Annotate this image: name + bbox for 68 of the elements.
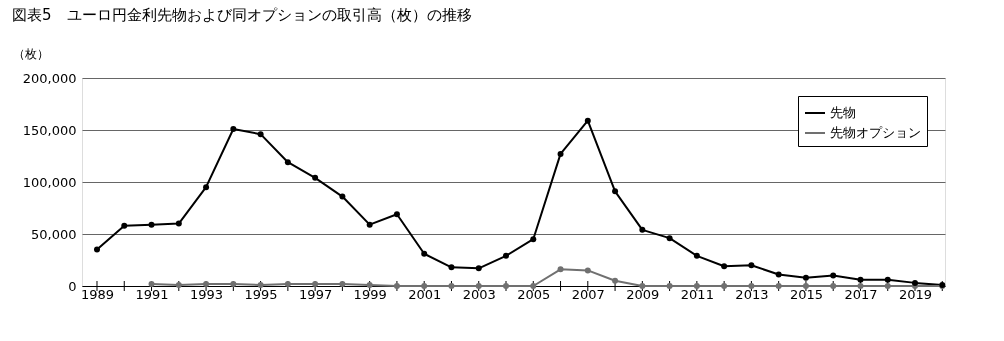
x-tick-label: 2019 (898, 286, 933, 302)
legend-label: 先物 (830, 105, 856, 120)
point (475, 265, 482, 272)
point (666, 235, 673, 242)
x-tick-label: 2009 (626, 286, 660, 302)
x-tick-label: 1993 (190, 286, 224, 302)
x-tick-label: 1997 (299, 286, 333, 302)
point (503, 252, 509, 259)
point (557, 266, 564, 273)
point (857, 276, 864, 283)
point (912, 279, 919, 286)
point (339, 280, 346, 287)
point (230, 125, 237, 132)
point (721, 263, 728, 270)
point (230, 280, 237, 287)
y-tick-label: 100,000 (22, 174, 77, 190)
point (612, 188, 619, 195)
point (639, 226, 646, 233)
point (366, 281, 373, 288)
point (175, 220, 182, 227)
point (148, 280, 155, 287)
point (775, 271, 782, 278)
y-tick-label: 150,000 (22, 122, 77, 138)
point (530, 236, 537, 243)
point (366, 221, 373, 228)
y-tick-label: 200,000 (22, 70, 77, 86)
x-tick-label: 1999 (353, 286, 387, 302)
x-tick-label: 2013 (735, 286, 769, 302)
point (884, 276, 891, 283)
x-tick-label: 2011 (680, 286, 714, 302)
y-axis-title: （枚） (12, 46, 49, 61)
point (339, 193, 346, 200)
x-tick-label: 2005 (517, 286, 551, 302)
point (748, 262, 755, 269)
legend-label: 先物オプション (830, 125, 921, 140)
point (830, 272, 837, 279)
point (121, 222, 128, 229)
point (584, 267, 591, 274)
point (312, 280, 319, 287)
point (557, 150, 564, 157)
point (312, 174, 319, 181)
point (584, 117, 591, 124)
point (94, 246, 100, 253)
y-tick-label: 50,000 (31, 226, 77, 242)
point (421, 250, 428, 257)
point (802, 274, 809, 281)
x-tick-label: 1995 (244, 286, 278, 302)
point (148, 221, 155, 228)
x-tick-label: 1989 (80, 286, 115, 302)
point (612, 277, 619, 284)
x-tick-label: 1991 (135, 286, 169, 302)
y-tick-label: 0 (68, 278, 77, 294)
point (257, 131, 264, 138)
x-tick-label: 2003 (462, 286, 496, 302)
point (693, 252, 700, 259)
point (393, 211, 400, 218)
x-tick-label: 2001 (408, 286, 442, 302)
point (448, 264, 455, 271)
chart-title: 図表5 ユーロ円金利先物および同オプションの取引高（枚）の推移 (12, 6, 472, 24)
point (203, 280, 210, 287)
x-tick-label: 2007 (571, 286, 605, 302)
point (284, 280, 291, 287)
point (175, 281, 182, 288)
x-tick-label: 2017 (844, 286, 878, 302)
point (284, 159, 291, 166)
point (203, 184, 210, 191)
x-tick-label: 2015 (789, 286, 823, 302)
point (257, 281, 264, 288)
